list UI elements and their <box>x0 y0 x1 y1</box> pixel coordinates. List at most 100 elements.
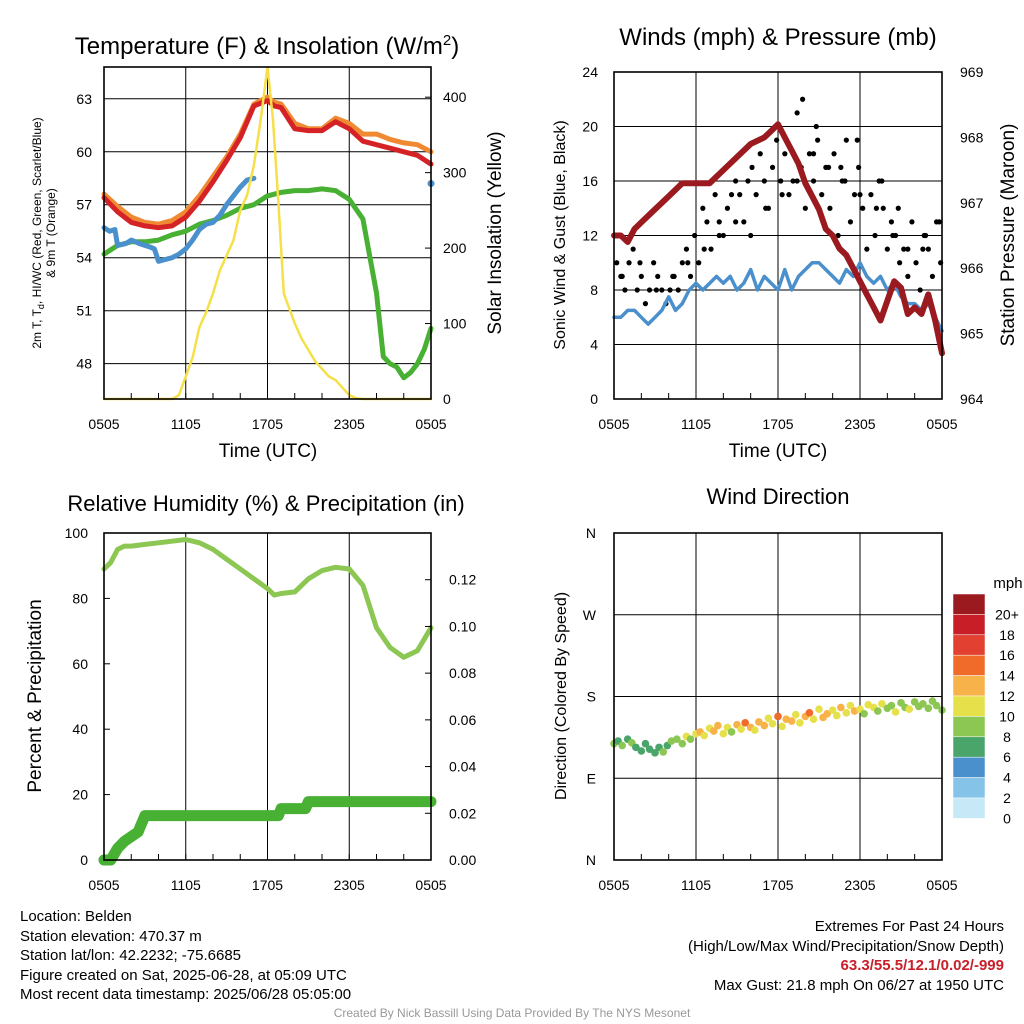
gust-point <box>685 260 691 266</box>
y-tick-label: E <box>587 770 596 786</box>
gust-point <box>642 301 649 307</box>
gust-point <box>748 232 754 239</box>
speed-legend-swatch <box>952 736 986 758</box>
gust-point <box>696 260 702 266</box>
gust-point <box>701 246 707 252</box>
y-tick-label: 24 <box>582 64 598 80</box>
y-tick-label: 60 <box>76 144 92 160</box>
x-tick-label: 1705 <box>252 416 283 432</box>
gust-point <box>831 151 837 157</box>
gust-point <box>614 260 620 266</box>
gust-point <box>802 205 808 211</box>
gust-point <box>761 178 767 184</box>
speed-legend-label: 4 <box>1003 770 1011 786</box>
y-tick-label: 16 <box>582 173 598 189</box>
gust-point <box>905 273 911 279</box>
gust-point <box>779 192 785 198</box>
y2-tick-label: 0.00 <box>449 852 476 868</box>
gust-point <box>634 287 640 293</box>
direction-point <box>860 709 868 718</box>
y2-tick-label: 0.02 <box>449 805 476 821</box>
temperature-chart-title: Temperature (F) & Insolation (W/m2) <box>75 32 459 60</box>
direction-point <box>823 709 831 718</box>
temperature-series-line <box>102 65 433 401</box>
direction-point <box>815 705 823 714</box>
gust-point <box>873 205 880 211</box>
gust-point <box>806 151 813 157</box>
gust-point <box>728 192 735 198</box>
direction-point <box>686 735 695 743</box>
y-tick-label: 48 <box>76 356 92 372</box>
y-tick-label: 4 <box>590 337 598 353</box>
gust-point <box>842 178 848 184</box>
direction-point <box>837 703 845 712</box>
gust-point <box>884 246 890 252</box>
temperature-series-line <box>101 186 434 381</box>
speed-legend-label: 8 <box>1003 729 1011 745</box>
y-tick-label: 8 <box>590 282 598 298</box>
y2-tick-label: 0.10 <box>449 618 476 634</box>
gust-point <box>819 192 825 198</box>
y2-tick-label: 968 <box>960 129 984 145</box>
extremes-subheading: (High/Low/Max Wind/Precipitation/Snow De… <box>688 937 1004 955</box>
y-tick-label: W <box>583 607 597 623</box>
y-tick-label: 51 <box>76 303 92 319</box>
direction-point <box>645 745 654 753</box>
y-tick-label: 40 <box>72 721 88 737</box>
gust-point <box>720 232 726 239</box>
gust-point <box>872 232 878 239</box>
recent-data-timestamp: Most recent data timestamp: 2025/06/28 0… <box>20 986 352 1003</box>
gust-point <box>864 246 870 252</box>
y-tick-label: 60 <box>72 656 88 672</box>
direction-point <box>618 741 626 750</box>
direction-point <box>778 722 786 731</box>
speed-legend-swatch <box>952 614 986 636</box>
direction-point <box>796 719 804 727</box>
temperature-y-axis-label: 2m T, Td, HI/WC (Red, Green, Scarlet/Blu… <box>30 117 46 348</box>
x-tick-label: 2305 <box>334 416 365 432</box>
insolation-y-axis-label: Solar Insolation (Yellow) <box>485 131 506 334</box>
gust-point <box>917 287 923 293</box>
x-tick-label: 1705 <box>252 877 283 893</box>
speed-legend-label: 2 <box>1003 790 1011 806</box>
x-tick-label: 2305 <box>334 877 365 893</box>
y-tick-label: N <box>586 525 596 541</box>
gust-point <box>683 246 690 252</box>
figure-created: Figure created on Sat, 2025-06-28, at 05… <box>20 966 347 984</box>
y2-tick-label: 969 <box>960 64 984 80</box>
station-latlon: Station lat/lon: 42.2232; -75.6685 <box>20 947 242 964</box>
direction-point <box>764 714 773 723</box>
temperature-x-axis-label: Time (UTC) <box>219 441 318 462</box>
gust-point <box>638 273 644 279</box>
gust-point <box>790 178 796 184</box>
direction-point <box>891 708 900 716</box>
direction-point <box>805 709 814 717</box>
gust-point <box>909 219 915 225</box>
gust-point <box>827 205 833 211</box>
gust-point <box>856 164 862 170</box>
winds-x-axis-label: Time (UTC) <box>729 441 828 462</box>
direction-point <box>659 748 667 756</box>
y2-tick-label: 100 <box>443 316 467 332</box>
winds-chart-title: Winds (mph) & Pressure (mb) <box>619 24 936 51</box>
gust-point <box>651 260 657 266</box>
y2-tick-label: 965 <box>960 326 984 342</box>
y-tick-label: 12 <box>582 228 598 244</box>
gust-point <box>813 123 819 130</box>
gust-point <box>888 219 895 225</box>
direction-point <box>887 701 896 710</box>
direction-point <box>632 743 640 752</box>
gust-point <box>794 178 800 184</box>
gust-point <box>769 164 776 170</box>
gust-point <box>929 273 936 279</box>
direction-point <box>791 710 800 719</box>
winds-y-axis-label: Sonic Wind & Gust (Blue, Black) <box>552 120 569 349</box>
gust-point <box>868 192 874 198</box>
x-tick-label: 1705 <box>762 416 793 432</box>
gust-point <box>895 205 901 211</box>
gust-point <box>810 178 817 184</box>
y-tick-label: 20 <box>582 119 598 135</box>
extremes-values: 63.3/55.5/12.1/0.02/-999 <box>840 957 1004 974</box>
gust-point <box>800 96 806 102</box>
winds-panel: Winds (mph) & Pressure (mb) 0505 1105 1705… <box>552 24 1019 462</box>
